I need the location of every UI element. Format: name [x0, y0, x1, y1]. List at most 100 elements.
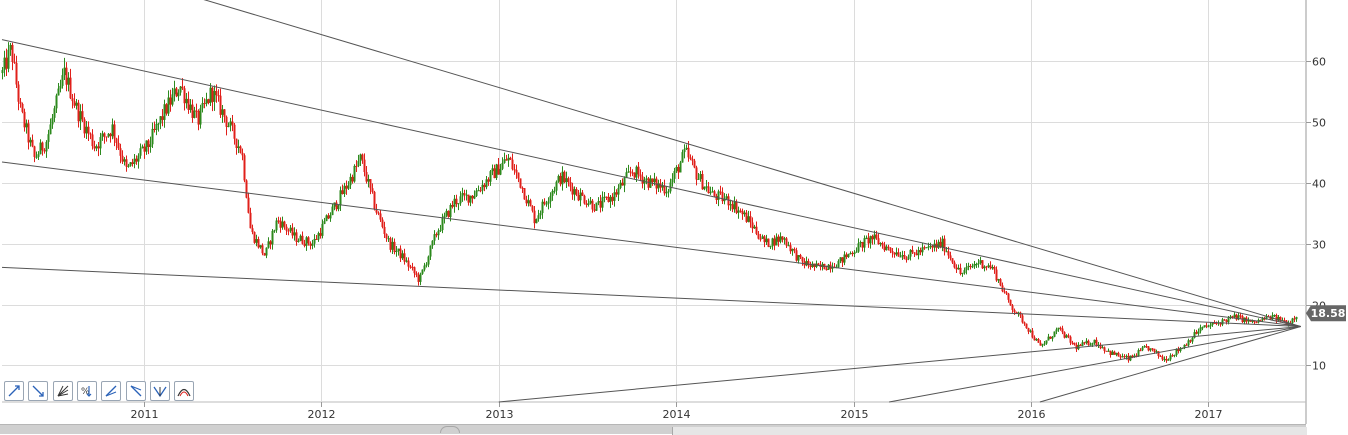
trendline[interactable]: [1, 266, 1301, 327]
candle-body: [577, 195, 580, 201]
trendline[interactable]: [1, 39, 1301, 327]
candle-body: [1091, 343, 1094, 345]
candle-body: [43, 150, 46, 152]
x-tick-label: 2012: [308, 408, 336, 421]
candle-body: [461, 193, 464, 197]
trendline[interactable]: [1, 161, 1301, 327]
percent-retracement-tool-button[interactable]: %: [76, 381, 97, 401]
candle-body: [857, 243, 860, 252]
x-tick-label: 2013: [486, 408, 514, 421]
candle-body: [763, 236, 766, 243]
candle-body: [571, 186, 574, 195]
candle-body: [895, 252, 898, 255]
candle-body: [155, 123, 158, 130]
gann-fan-icon: [153, 386, 167, 398]
candle-body: [1223, 319, 1226, 321]
candle-body: [977, 263, 980, 265]
candle-body: [765, 238, 768, 243]
candle-body: [119, 148, 122, 156]
candle-body: [1081, 342, 1084, 346]
candle-body: [347, 185, 350, 189]
trend-line-up-tool-button[interactable]: [4, 381, 24, 401]
candle-body: [373, 191, 376, 210]
candle-body: [31, 139, 34, 147]
candle-body: [1007, 293, 1010, 300]
candle-body: [1071, 342, 1074, 344]
candle-body: [693, 160, 696, 168]
candle-body: [737, 210, 740, 213]
candle-body: [1225, 320, 1228, 322]
candle-body: [1171, 355, 1174, 357]
horizontal-scrollbar[interactable]: [0, 424, 1307, 435]
candle-body: [1249, 319, 1252, 322]
candle-body: [25, 123, 28, 128]
candle-body: [151, 128, 154, 145]
candle-body: [697, 178, 700, 180]
fibonacci-fan-tool-button[interactable]: [52, 381, 73, 401]
candle-body: [223, 109, 226, 117]
candle-body: [1121, 356, 1124, 358]
candle-body: [867, 237, 870, 244]
candle-body: [955, 267, 958, 270]
candle-body: [393, 241, 396, 253]
candle-body: [1235, 314, 1238, 320]
trendline[interactable]: [1039, 325, 1301, 403]
candle-body: [339, 190, 342, 206]
trendline[interactable]: [144, 0, 1301, 327]
candle-body: [919, 250, 922, 253]
speed-line-down-tool-button[interactable]: [125, 381, 146, 401]
candle-body: [261, 245, 264, 254]
candle-body: [17, 84, 20, 102]
candle-body: [999, 279, 1002, 286]
candle-body: [1219, 322, 1222, 325]
trendline[interactable]: [498, 325, 1301, 403]
candle-body: [245, 180, 248, 198]
candle-body: [679, 162, 682, 173]
candle-body: [481, 184, 484, 191]
candle-body: [239, 146, 242, 153]
arc-tool-button[interactable]: [174, 381, 195, 401]
candle-body: [479, 190, 482, 192]
candle-body: [145, 140, 148, 152]
candle-body: [51, 117, 54, 125]
candle-body: [563, 171, 566, 183]
candle-body: [15, 62, 18, 85]
candle-body: [299, 235, 302, 241]
candle-body: [189, 104, 192, 110]
candle-body: [323, 221, 326, 224]
candle-body: [201, 103, 204, 109]
trendlines[interactable]: [1, 0, 1301, 403]
candle-body: [1035, 339, 1038, 341]
candle-body: [417, 275, 420, 282]
candle-body: [297, 240, 300, 242]
candle-body: [453, 198, 456, 207]
candle-body: [1259, 319, 1262, 321]
scrollbar-thumb[interactable]: [672, 427, 1307, 435]
candle-body: [1085, 340, 1088, 344]
candle-body: [687, 147, 690, 158]
candle-body: [353, 165, 356, 182]
trendline[interactable]: [888, 325, 1301, 403]
candle-body: [1215, 323, 1218, 325]
candle-body: [109, 133, 112, 137]
candle-body: [107, 133, 110, 137]
candle-body: [1057, 327, 1060, 330]
gann-fan-tool-button[interactable]: [149, 381, 170, 401]
candle-body: [425, 264, 428, 266]
candle-body: [539, 213, 542, 216]
candle-body: [143, 146, 146, 152]
trend-line-down-tool-button[interactable]: [28, 381, 49, 401]
candle-body: [611, 196, 614, 201]
scrollbar-grip[interactable]: [440, 426, 460, 433]
candle-body: [1037, 339, 1040, 343]
candle-body: [361, 154, 364, 160]
candle-body: [231, 121, 234, 125]
candle-body: [133, 158, 136, 164]
candle-body: [379, 213, 382, 220]
speed-line-up-tool-button[interactable]: [101, 381, 122, 401]
candle-body: [1045, 340, 1048, 344]
x-tick-label: 2011: [131, 408, 159, 421]
candle-body: [991, 267, 994, 269]
candle-body: [49, 124, 52, 135]
candle-body: [1133, 355, 1136, 358]
